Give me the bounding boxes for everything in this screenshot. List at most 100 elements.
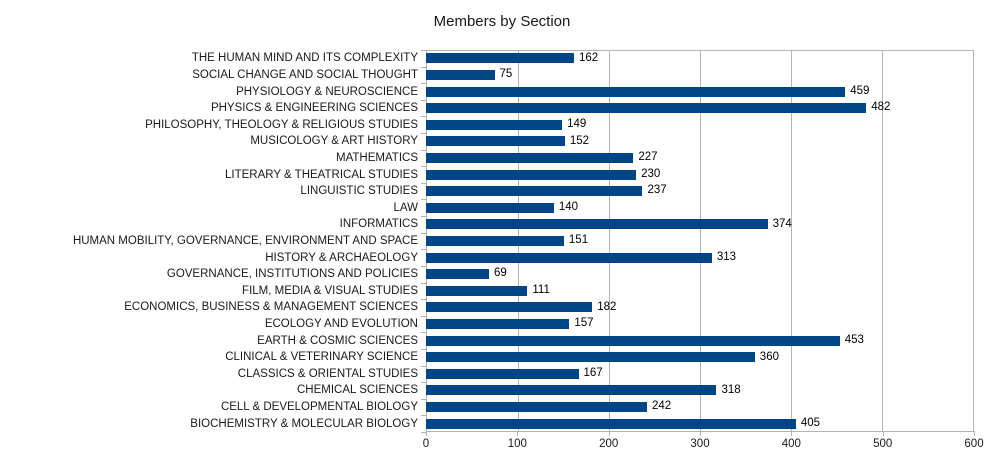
x-axis-tick	[791, 431, 793, 436]
y-axis-tick	[421, 432, 426, 433]
y-axis-tick	[421, 398, 426, 400]
bar-row: GOVERNANCE, INSTITUTIONS AND POLICIES 69	[0, 266, 974, 283]
bar-row: ECOLOGY AND EVOLUTION 157	[0, 316, 974, 333]
bar-track: 167	[426, 366, 974, 383]
y-axis-tick	[421, 133, 426, 135]
y-axis-tick	[421, 99, 426, 101]
gridline	[609, 51, 610, 431]
value-label: 242	[652, 400, 672, 413]
bar-row: PHILOSOPHY, THEOLOGY & RELIGIOUS STUDIES…	[0, 116, 974, 133]
bar	[426, 352, 755, 363]
y-axis-tick	[421, 149, 426, 151]
category-label: HISTORY & ARCHAEOLOGY	[265, 251, 418, 264]
value-label: 237	[647, 184, 667, 197]
y-axis-tick	[421, 315, 426, 317]
y-axis-tick	[421, 50, 426, 51]
y-axis-tick	[421, 249, 426, 251]
value-label: 313	[716, 250, 737, 263]
value-label: 360	[759, 350, 779, 363]
y-axis-tick	[421, 83, 426, 85]
category-label: MATHEMATICS	[336, 151, 418, 164]
value-label: 140	[558, 201, 579, 214]
bar-track: 140	[426, 199, 974, 216]
value-label: 167	[583, 367, 603, 380]
category-label: PHYSIOLOGY & NEUROSCIENCE	[236, 85, 418, 98]
value-label: 151	[568, 234, 589, 247]
value-label: 111	[532, 284, 550, 297]
bar-track: 313	[426, 249, 974, 266]
y-axis-tick	[421, 415, 426, 417]
bar-row: CLINICAL & VETERINARY SCIENCE 360	[0, 349, 974, 366]
bar	[426, 269, 490, 280]
bar-row: CLASSICS & ORIENTAL STUDIES 167	[0, 366, 974, 383]
value-label: 482	[871, 101, 891, 114]
bar-track: 242	[426, 399, 974, 416]
category-label: LINGUISTIC STUDIES	[300, 185, 418, 198]
category-label: GOVERNANCE, INSTITUTIONS AND POLICIES	[166, 268, 418, 281]
value-label: 182	[597, 300, 617, 313]
bar-row: THE HUMAN MIND AND ITS COMPLEXITY 162	[0, 50, 974, 67]
category-label: FILM, MEDIA & VISUAL STUDIES	[242, 284, 418, 297]
bar	[426, 119, 563, 130]
x-axis-tick-label: 100	[507, 438, 527, 450]
bar	[426, 186, 643, 197]
bar-track: 157	[426, 316, 974, 333]
y-axis-tick	[421, 66, 426, 68]
value-label: 405	[800, 416, 821, 429]
bar	[426, 53, 574, 64]
category-label: THE HUMAN MIND AND ITS COMPLEXITY	[191, 52, 418, 65]
category-label: INFORMATICS	[339, 218, 418, 231]
bar-row: ECONOMICS, BUSINESS & MANAGEMENT SCIENCE…	[0, 299, 974, 316]
bar	[426, 69, 495, 80]
y-axis-tick	[421, 265, 426, 267]
bar	[426, 103, 867, 114]
x-axis-tick	[608, 431, 610, 436]
bar-row: EARTH & COSMIC SCIENCES 453	[0, 332, 974, 349]
value-label: 75	[499, 68, 513, 81]
bar-track: 318	[426, 382, 974, 399]
bar-track: 405	[426, 415, 974, 432]
value-label: 69	[494, 267, 507, 280]
bar-track: 149	[426, 116, 974, 133]
bar-track: 374	[426, 216, 974, 233]
bar	[426, 236, 564, 246]
category-label: CELL & DEVELOPMENTAL BIOLOGY	[220, 401, 418, 414]
bar-track: 237	[426, 183, 974, 200]
bar-track: 227	[426, 150, 974, 167]
bar-track: 69	[426, 266, 974, 283]
bar	[426, 136, 565, 147]
bar-row: MUSICOLOGY & ART HISTORY 152	[0, 133, 974, 150]
gridline	[791, 51, 792, 431]
y-axis-tick	[421, 199, 426, 201]
category-label: SOCIAL CHANGE AND SOCIAL THOUGHT	[192, 68, 418, 81]
bar-row: HUMAN MOBILITY, GOVERNANCE, ENVIRONMENT …	[0, 233, 974, 250]
bar-track: 162	[426, 50, 974, 67]
bar-track: 459	[426, 83, 974, 100]
category-label: CHEMICAL SCIENCES	[297, 384, 418, 397]
x-axis-tick	[426, 431, 427, 436]
bar	[426, 285, 528, 296]
y-axis-tick	[421, 216, 426, 218]
x-axis-tick-label: 500	[873, 438, 893, 450]
gridline	[882, 51, 883, 431]
value-label: 453	[844, 333, 864, 346]
bar	[426, 219, 768, 230]
bar-track: 482	[426, 100, 974, 117]
bar	[426, 385, 717, 396]
chart-title: Members by Section	[433, 13, 571, 30]
y-axis-tick	[421, 182, 426, 184]
bar	[426, 86, 846, 97]
y-axis-tick	[421, 282, 426, 284]
x-axis-tick	[974, 431, 975, 436]
bar-row: PHYSIOLOGY & NEUROSCIENCE 459	[0, 83, 974, 100]
bar-track: 75	[426, 67, 974, 84]
bar	[426, 319, 570, 330]
category-label: CLINICAL & VETERINARY SCIENCE	[225, 351, 418, 364]
bar	[426, 252, 712, 263]
category-label: BIOCHEMISTRY & MOLECULAR BIOLOGY	[190, 417, 418, 430]
x-axis-tick	[517, 431, 519, 436]
value-label: 227	[638, 151, 658, 164]
bar-track: 111	[426, 283, 974, 300]
x-axis-tick	[700, 431, 701, 436]
